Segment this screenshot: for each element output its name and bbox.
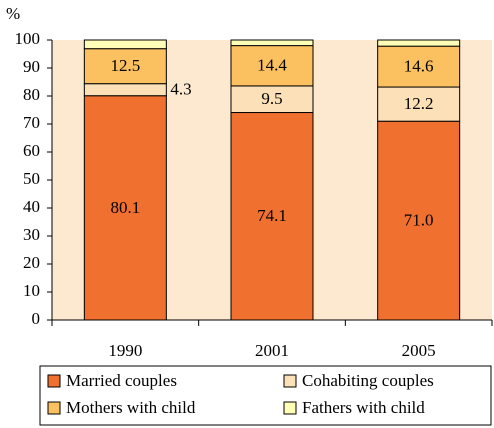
data-label: 9.5 [261, 89, 282, 108]
bar-segment [83, 39, 167, 50]
y-tick-label: 0 [32, 309, 41, 328]
bar-segment [230, 39, 314, 47]
y-tick-label: 10 [23, 281, 40, 300]
legend-swatch [283, 374, 297, 388]
y-tick-label: 90 [23, 57, 40, 76]
y-tick-label: 100 [15, 29, 41, 48]
data-label: 71.0 [404, 211, 434, 230]
legend-label: Mothers with child [66, 398, 196, 417]
data-label: 14.6 [404, 57, 434, 76]
legend-label: Cohabiting couples [302, 371, 434, 390]
bar-segment [83, 83, 167, 97]
y-tick-label: 50 [23, 169, 40, 188]
y-axis-label: % [6, 4, 20, 23]
legend-box [39, 365, 492, 426]
bar-segment [230, 112, 314, 321]
bar-segment [230, 45, 314, 87]
bar-segment [83, 48, 167, 85]
x-tick-label: 2005 [402, 341, 436, 360]
data-label: 14.4 [257, 56, 287, 75]
data-label: 12.2 [404, 94, 434, 113]
y-tick-label: 80 [23, 85, 40, 104]
bar-segment [377, 86, 461, 122]
y-tick-label: 30 [23, 225, 40, 244]
bar-segment [377, 45, 461, 88]
data-label: 12.5 [110, 56, 140, 75]
legend-swatch [47, 401, 61, 415]
y-tick-label: 40 [23, 197, 40, 216]
legend-label: Fathers with child [302, 398, 425, 417]
bar-segment [83, 95, 167, 321]
bar-segment [377, 120, 461, 321]
data-label: 74.1 [257, 206, 287, 225]
bar-segment [230, 85, 314, 114]
x-tick-label: 1990 [108, 341, 142, 360]
y-tick-label: 20 [23, 253, 40, 272]
data-label: 4.3 [170, 80, 191, 99]
legend-swatch [283, 401, 297, 415]
y-tick-label: 60 [23, 141, 40, 160]
y-tick-label: 70 [23, 113, 40, 132]
legend-swatch [47, 374, 61, 388]
x-tick-label: 2001 [255, 341, 289, 360]
bar-segment [377, 39, 461, 47]
legend-label: Married couples [66, 371, 177, 390]
data-label: 80.1 [110, 198, 140, 217]
